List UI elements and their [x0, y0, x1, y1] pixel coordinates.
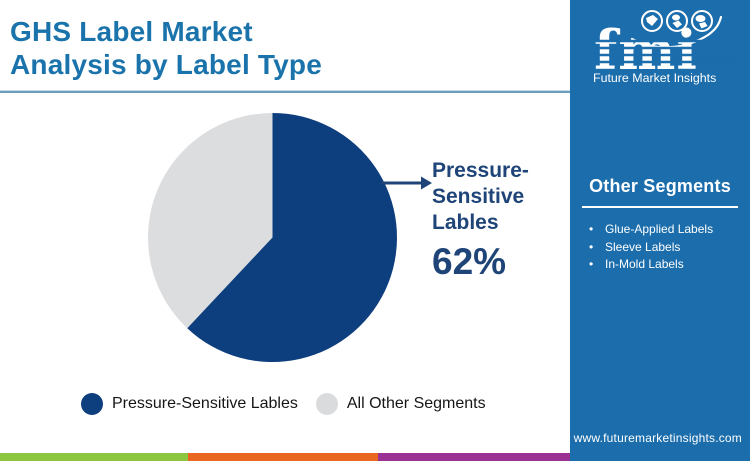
legend-label: All Other Segments	[346, 395, 486, 412]
page-title-line1: GHS Label Market	[10, 16, 253, 47]
chart-legend: Pressure-Sensitive Lables All Other Segme…	[81, 393, 486, 415]
globe-americas-icon	[641, 10, 663, 32]
legend-item: Pressure-Sensitive Lables	[81, 393, 298, 415]
footer-color-stripe	[0, 453, 570, 461]
brand-sidebar: fmi Future Market Insights Other Segment…	[570, 0, 750, 461]
continent-shape	[672, 20, 682, 28]
callout-value: 62%	[432, 241, 507, 282]
title-divider	[0, 90, 570, 93]
other-segments-divider	[582, 206, 738, 208]
other-segments-list: Glue-Applied LabelsSleeve LabelsIn-Mold …	[570, 221, 750, 274]
globe-europe-icon	[666, 10, 688, 32]
stripe-orange	[188, 453, 378, 461]
globe-asia-icon	[691, 10, 713, 32]
continent-shape	[672, 14, 680, 21]
stripe-purple	[378, 453, 570, 461]
callout-label-line1: Pressure-	[432, 159, 529, 182]
legend-dot-icon	[81, 393, 103, 415]
callout-label-line3: Lables	[432, 211, 499, 234]
logo-wordmark: fmi	[594, 18, 698, 82]
page-title-line2: Analysis by Label Type	[10, 49, 322, 80]
stripe-green	[0, 453, 188, 461]
logo-tagline: Future Market Insights	[593, 71, 716, 85]
continent-shape	[646, 15, 658, 26]
other-segment-item: Sleeve Labels	[570, 239, 750, 257]
fmi-logo: fmi Future Market Insights	[592, 10, 738, 85]
other-segment-item: In-Mold Labels	[570, 256, 750, 274]
other-segment-item: Glue-Applied Labels	[570, 221, 750, 239]
other-segments-heading: Other Segments	[589, 176, 731, 196]
pie-slice-pressure-sensitive	[187, 113, 397, 362]
legend-item: All Other Segments	[315, 393, 486, 415]
continent-shape	[699, 22, 708, 29]
pie-callout: Pressure- Sensitive Lables 62%	[432, 158, 529, 282]
legend-label: Pressure-Sensitive Lables	[112, 395, 298, 412]
pie-chart	[148, 113, 397, 362]
callout-label-line2: Sensitive	[432, 185, 525, 208]
page-title: GHS Label Market Analysis by Label Type	[10, 15, 322, 81]
callout-arrow-icon	[381, 176, 432, 190]
continent-shape	[695, 15, 706, 22]
logo-swoosh-icon	[630, 15, 723, 49]
legend-dot-icon	[315, 393, 338, 415]
website-link[interactable]: www.futuremarketinsights.com	[573, 431, 742, 445]
